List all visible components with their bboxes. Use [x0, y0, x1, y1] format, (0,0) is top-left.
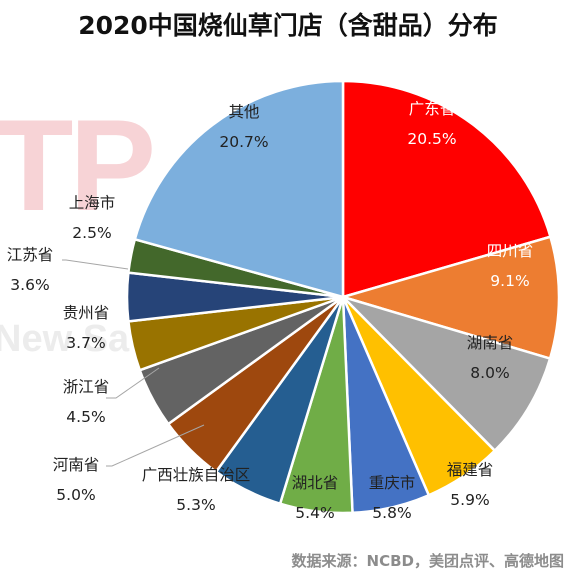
- slice-name-label-8: 河南省: [53, 456, 100, 474]
- slice-value-label-1: 20.5%: [407, 130, 456, 148]
- slice-value-label-4: 5.9%: [450, 491, 489, 509]
- slice-name-label-3: 湖南省: [467, 334, 514, 352]
- pie-slice-2: [341, 235, 561, 360]
- slice-name-label-1: 广东省: [409, 100, 456, 118]
- slice-value-label-12: 2.5%: [72, 224, 111, 242]
- chart-title: 2020中国烧仙草门店（含甜品）分布: [78, 11, 498, 40]
- slice-value-label-5: 5.8%: [372, 504, 411, 522]
- slice-name-label-10: 贵州省: [63, 304, 110, 322]
- slice-name-label-5: 重庆市: [369, 474, 416, 492]
- pie-slice-1: [341, 79, 552, 299]
- leader-lines: [62, 259, 205, 467]
- slice-value-label-9: 4.5%: [66, 408, 105, 426]
- pie-slices: [125, 79, 561, 515]
- slice-value-label-6: 5.4%: [295, 504, 334, 522]
- slice-labels: 广东省 20.5% 四川省 9.1% 湖南省 8.0% 福建省 5.9% 重庆市 5.8% 湖北省 5…: [7, 100, 534, 522]
- slice-name-label-13: 其他: [228, 103, 259, 121]
- slice-value-label-8: 5.0%: [56, 486, 95, 504]
- slice-name-label-12: 上海市: [69, 194, 116, 212]
- pie-slice-3: [341, 295, 552, 452]
- slice-name-label-7: 广西壮族自治区: [142, 466, 251, 484]
- slice-value-label-2: 9.1%: [490, 272, 529, 290]
- slice-name-label-6: 湖北省: [292, 474, 339, 492]
- watermark-top: TP: [0, 92, 156, 238]
- slice-name-label-2: 四川省: [487, 242, 534, 260]
- slice-name-label-9: 浙江省: [63, 378, 110, 396]
- leader-line-9: [106, 367, 160, 399]
- slice-value-label-10: 3.7%: [66, 334, 105, 352]
- leader-line-8: [106, 424, 205, 467]
- slice-value-label-13: 20.7%: [219, 133, 268, 151]
- slice-name-label-11: 江苏省: [7, 246, 54, 264]
- slice-value-label-3: 8.0%: [470, 364, 509, 382]
- source-note: 数据来源：NCBD，美团点评、高德地图: [291, 552, 564, 570]
- slice-value-label-7: 5.3%: [176, 496, 215, 514]
- pie-slice-13: [133, 79, 345, 299]
- slice-name-label-4: 福建省: [447, 461, 494, 479]
- slice-value-label-11: 3.6%: [10, 276, 49, 294]
- leader-line-11: [62, 259, 129, 270]
